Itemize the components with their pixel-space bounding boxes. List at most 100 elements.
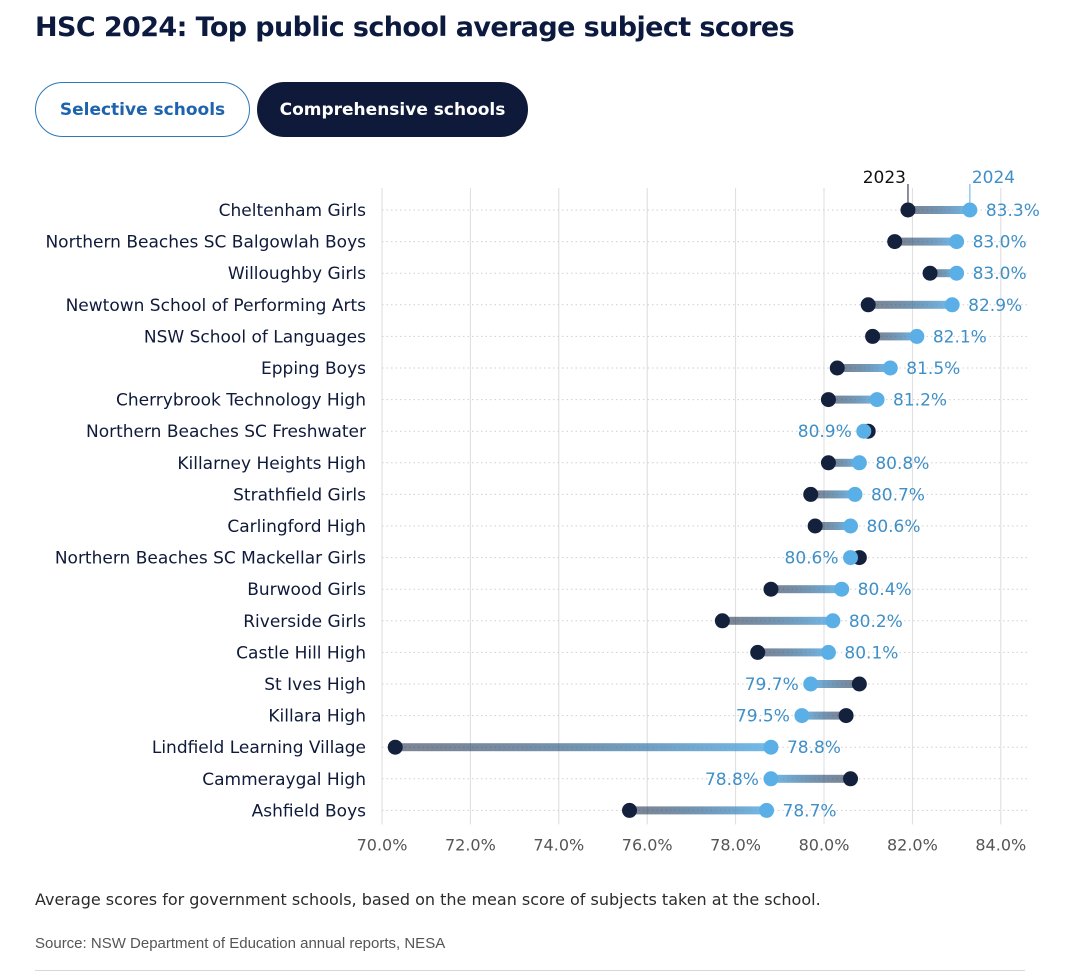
dot-2024	[843, 518, 859, 534]
chart-row: Killara High 79.5%	[268, 707, 1029, 727]
change-bar	[722, 616, 833, 625]
school-label: Cherrybrook Technology High	[116, 391, 366, 411]
value-label-2024: 80.8%	[875, 454, 929, 474]
dot-2024	[794, 708, 810, 724]
dot-2023	[843, 771, 859, 787]
value-label-2024: 78.7%	[783, 801, 837, 821]
value-label-2024: 81.2%	[893, 391, 947, 411]
chart-rows: Cheltenham Girls 83.3% Northern Beaches SC…	[45, 201, 1039, 821]
school-label: Carlingford High	[227, 517, 366, 537]
chart-row: Cheltenham Girls 83.3%	[219, 201, 1040, 221]
dot-2023	[807, 518, 823, 534]
change-bar	[894, 237, 957, 246]
legend-label-2024: 2024	[972, 168, 1015, 188]
dot-2024	[851, 455, 867, 471]
dot-2024	[820, 644, 836, 660]
dot-2023	[763, 581, 779, 597]
chart-row: Cherrybrook Technology High 81.2%	[116, 391, 1029, 411]
chart-row: Northern Beaches SC Mackellar Girls 80.6%	[55, 549, 1029, 569]
value-label-2024: 82.9%	[968, 296, 1022, 316]
dot-2024	[759, 802, 775, 818]
dot-2023	[838, 708, 854, 724]
school-label: Castle Hill High	[236, 643, 366, 663]
school-label: Epping Boys	[261, 359, 366, 379]
value-label-2024: 80.6%	[785, 549, 839, 569]
value-label-2024: 80.6%	[867, 517, 921, 537]
school-label: Killara High	[268, 707, 366, 727]
value-label-2024: 79.7%	[745, 675, 799, 695]
dot-2023	[714, 613, 730, 629]
change-bar	[810, 680, 860, 688]
x-axis: 70.0% 72.0% 74.0% 76.0% 78.0% 80.0% 82.0% 84.0%	[357, 835, 1027, 854]
value-label-2024: 78.8%	[705, 770, 759, 790]
chart-row: Newtown School of Performing Arts 82.9%	[66, 296, 1029, 316]
school-label: Northern Beaches SC Mackellar Girls	[55, 549, 366, 569]
x-tick-label: 74.0%	[533, 835, 584, 854]
school-label: Willoughby Girls	[228, 264, 366, 284]
dot-2024	[763, 739, 779, 755]
dot-2024	[843, 550, 859, 566]
value-label-2024: 83.0%	[973, 264, 1027, 284]
school-label: Northern Beaches SC Freshwater	[86, 422, 366, 442]
change-bar	[757, 648, 829, 657]
x-tick-label: 78.0%	[710, 835, 761, 854]
value-label-2024: 78.8%	[787, 738, 841, 758]
school-label: Newtown School of Performing Arts	[66, 296, 367, 316]
dot-2023	[829, 360, 845, 376]
tab-comprehensive-schools[interactable]: Comprehensive schools	[257, 82, 528, 137]
school-label: Ashfield Boys	[252, 801, 366, 821]
school-label: Strathfield Girls	[233, 485, 366, 505]
chart-row: Carlingford High 80.6%	[227, 517, 1029, 537]
dot-2023	[750, 644, 766, 660]
dot-2023	[922, 265, 938, 281]
school-label: Killarney Heights High	[177, 454, 366, 474]
dot-2024	[825, 613, 841, 629]
tab-selective-schools[interactable]: Selective schools	[35, 82, 250, 137]
chart-row: Ashfield Boys 78.7%	[252, 801, 1029, 821]
change-bar	[801, 711, 847, 720]
school-label: NSW School of Languages	[144, 327, 366, 347]
value-label-2024: 82.1%	[933, 327, 987, 347]
school-label: St Ives High	[264, 675, 366, 695]
chart-row: St Ives High 79.7%	[264, 675, 1029, 695]
chart-row: Northern Beaches SC Balgowlah Boys 83.0%	[45, 233, 1029, 253]
value-label-2024: 79.5%	[736, 707, 790, 727]
chart-row: Strathfield Girls 80.7%	[233, 485, 1029, 505]
dot-2023	[622, 802, 638, 818]
dot-2024	[869, 392, 885, 408]
change-bar	[907, 206, 970, 214]
chart-row: Epping Boys 81.5%	[261, 359, 1029, 379]
chart-row: NSW School of Languages 82.1%	[144, 327, 1029, 347]
change-bar	[872, 332, 917, 341]
school-type-tabs: Selective schools Comprehensive schools	[35, 82, 528, 137]
x-tick-label: 84.0%	[975, 835, 1026, 854]
dot-2024	[944, 297, 960, 313]
dot-2024	[882, 360, 898, 376]
legend-label-2023: 2023	[863, 168, 906, 188]
gridlines	[381, 188, 1002, 825]
change-bar	[810, 490, 855, 499]
school-label: Cammeraygal High	[202, 770, 366, 790]
dot-2023	[851, 676, 867, 692]
dot-2023	[803, 486, 819, 502]
school-label: Cheltenham Girls	[219, 201, 366, 221]
school-label: Lindfield Learning Village	[152, 738, 366, 758]
school-label: Burwood Girls	[247, 580, 366, 600]
dot-2024	[949, 234, 965, 250]
dot-2024	[847, 486, 863, 502]
change-bar	[837, 364, 891, 372]
chart-row: Killarney Heights High 80.8%	[177, 454, 1029, 474]
chart-row: Northern Beaches SC Freshwater 80.9%	[86, 422, 1029, 442]
dot-2023	[387, 739, 403, 755]
dot-2023	[820, 392, 836, 408]
value-label-2024: 80.9%	[798, 422, 852, 442]
change-bar	[828, 458, 860, 467]
dot-2024	[763, 771, 779, 787]
change-bar	[868, 300, 953, 309]
page-title: HSC 2024: Top public school average subj…	[35, 12, 795, 43]
change-bar	[770, 585, 842, 594]
change-bar	[770, 774, 851, 783]
value-label-2024: 80.4%	[858, 580, 912, 600]
x-tick-label: 70.0%	[357, 835, 408, 854]
dot-2023	[820, 455, 836, 471]
